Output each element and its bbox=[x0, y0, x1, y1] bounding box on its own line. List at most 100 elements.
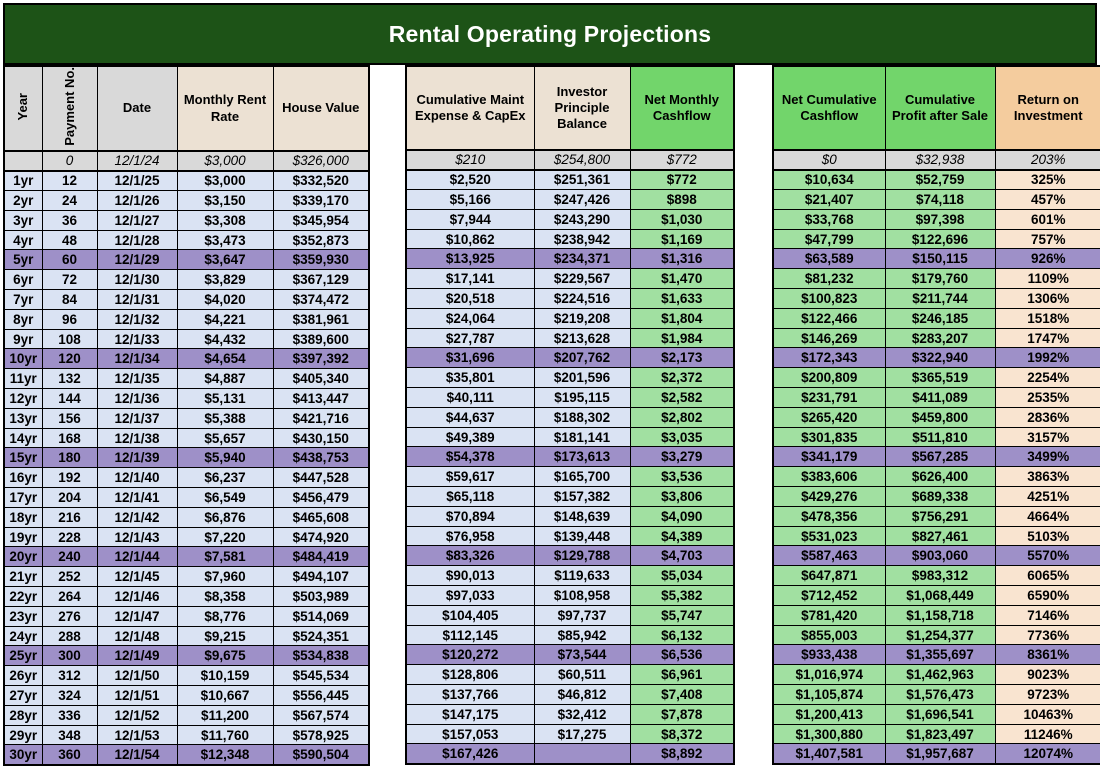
cell-rent[interactable]: $3,150 bbox=[176, 190, 274, 211]
cell-netcum[interactable]: $10,634 bbox=[772, 169, 886, 191]
cell-date[interactable]: 12/1/46 bbox=[96, 586, 178, 607]
cell-roi[interactable]: 8361% bbox=[994, 644, 1100, 666]
cell-roi[interactable]: 757% bbox=[994, 228, 1100, 250]
cell-roi[interactable]: 7146% bbox=[994, 604, 1100, 626]
cell-maint[interactable]: $128,806 bbox=[405, 664, 535, 686]
cell-maint[interactable]: $20,518 bbox=[405, 288, 535, 309]
cell-roi[interactable]: 7736% bbox=[994, 624, 1100, 646]
cell-payment[interactable]: 348 bbox=[41, 724, 98, 746]
cell-year[interactable]: 29yr bbox=[3, 724, 43, 746]
cell-maint[interactable]: $27,787 bbox=[405, 327, 535, 349]
cell-rent[interactable]: $7,581 bbox=[176, 546, 274, 568]
cell-roi[interactable]: 926% bbox=[994, 248, 1100, 270]
cell-profit[interactable]: $32,938 bbox=[884, 149, 996, 171]
cell-maint[interactable]: $210 bbox=[405, 149, 535, 171]
cell-netcum[interactable]: $265,420 bbox=[772, 406, 886, 428]
cell-rent[interactable]: $4,020 bbox=[176, 289, 274, 310]
cell-netcum[interactable]: $647,871 bbox=[772, 565, 886, 587]
cell-investor[interactable]: $165,700 bbox=[533, 466, 631, 488]
cell-house[interactable]: $352,873 bbox=[272, 229, 370, 251]
cell-cashflow[interactable]: $3,035 bbox=[629, 426, 735, 448]
cell-maint[interactable]: $83,326 bbox=[405, 545, 535, 567]
cell-profit[interactable]: $1,254,377 bbox=[884, 624, 996, 646]
cell-maint[interactable]: $76,958 bbox=[405, 525, 535, 547]
cell-profit[interactable]: $246,185 bbox=[884, 307, 996, 329]
cell-year[interactable]: 4yr bbox=[3, 229, 43, 251]
cell-investor[interactable]: $173,613 bbox=[533, 446, 631, 468]
cell-date[interactable]: 12/1/28 bbox=[96, 229, 178, 251]
cell-year[interactable]: 30yr bbox=[3, 744, 43, 766]
cell-cashflow[interactable]: $7,878 bbox=[629, 703, 735, 725]
cell-rent[interactable]: $11,200 bbox=[176, 704, 274, 726]
cell-rent[interactable]: $12,348 bbox=[176, 744, 274, 766]
cell-year[interactable]: 1yr bbox=[3, 170, 43, 192]
cell-investor[interactable]: $251,361 bbox=[533, 169, 631, 191]
cell-roi[interactable]: 12074% bbox=[994, 743, 1100, 765]
cell-date[interactable]: 12/1/42 bbox=[96, 506, 178, 528]
cell-year[interactable]: 17yr bbox=[3, 487, 43, 508]
cell-payment[interactable]: 0 bbox=[41, 150, 98, 172]
cell-roi[interactable]: 203% bbox=[994, 149, 1100, 171]
cell-year[interactable]: 16yr bbox=[3, 467, 43, 489]
cell-cashflow[interactable]: $1,984 bbox=[629, 327, 735, 349]
cell-date[interactable]: 12/1/27 bbox=[96, 209, 178, 231]
cell-roi[interactable]: 5570% bbox=[994, 545, 1100, 567]
cell-house[interactable]: $397,392 bbox=[272, 348, 370, 370]
cell-payment[interactable]: 336 bbox=[41, 704, 98, 726]
cell-netcum[interactable]: $429,276 bbox=[772, 486, 886, 507]
cell-netcum[interactable]: $531,023 bbox=[772, 525, 886, 547]
cell-payment[interactable]: 264 bbox=[41, 586, 98, 607]
cell-roi[interactable]: 3499% bbox=[994, 446, 1100, 468]
cell-date[interactable]: 12/1/43 bbox=[96, 526, 178, 548]
cell-payment[interactable]: 60 bbox=[41, 249, 98, 271]
cell-date[interactable]: 12/1/31 bbox=[96, 289, 178, 310]
cell-profit[interactable]: $1,957,687 bbox=[884, 743, 996, 765]
cell-netcum[interactable]: $231,791 bbox=[772, 387, 886, 408]
cell-house[interactable]: $359,930 bbox=[272, 249, 370, 271]
cell-cashflow[interactable]: $772 bbox=[629, 169, 735, 191]
cell-investor[interactable]: $188,302 bbox=[533, 406, 631, 428]
cell-cashflow[interactable]: $2,372 bbox=[629, 367, 735, 389]
cell-payment[interactable]: 204 bbox=[41, 487, 98, 508]
cell-year[interactable]: 11yr bbox=[3, 368, 43, 390]
cell-house[interactable]: $578,925 bbox=[272, 724, 370, 746]
cell-house[interactable]: $456,479 bbox=[272, 487, 370, 508]
cell-date[interactable]: 12/1/53 bbox=[96, 724, 178, 746]
cell-roi[interactable]: 10463% bbox=[994, 703, 1100, 725]
cell-rent[interactable]: $9,675 bbox=[176, 645, 274, 667]
cell-roi[interactable]: 3157% bbox=[994, 426, 1100, 448]
cell-investor[interactable]: $108,958 bbox=[533, 585, 631, 606]
cell-profit[interactable]: $1,576,473 bbox=[884, 684, 996, 705]
cell-year[interactable]: 7yr bbox=[3, 289, 43, 310]
cell-profit[interactable]: $689,338 bbox=[884, 486, 996, 507]
cell-maint[interactable]: $137,766 bbox=[405, 684, 535, 705]
cell-maint[interactable]: $104,405 bbox=[405, 604, 535, 626]
cell-investor[interactable] bbox=[533, 743, 631, 765]
cell-house[interactable]: $567,574 bbox=[272, 704, 370, 726]
cell-payment[interactable]: 276 bbox=[41, 605, 98, 627]
cell-netcum[interactable]: $63,589 bbox=[772, 248, 886, 270]
cell-date[interactable]: 12/1/44 bbox=[96, 546, 178, 568]
cell-year[interactable]: 10yr bbox=[3, 348, 43, 370]
cell-cashflow[interactable]: $2,173 bbox=[629, 347, 735, 369]
cell-house[interactable]: $503,989 bbox=[272, 586, 370, 607]
cell-date[interactable]: 12/1/35 bbox=[96, 368, 178, 390]
cell-payment[interactable]: 24 bbox=[41, 190, 98, 211]
cell-cashflow[interactable]: $1,169 bbox=[629, 228, 735, 250]
cell-profit[interactable]: $322,940 bbox=[884, 347, 996, 369]
cell-date[interactable]: 12/1/36 bbox=[96, 388, 178, 409]
cell-investor[interactable]: $85,942 bbox=[533, 624, 631, 646]
cell-netcum[interactable]: $383,606 bbox=[772, 466, 886, 488]
cell-year[interactable]: 14yr bbox=[3, 427, 43, 449]
cell-roi[interactable]: 5103% bbox=[994, 525, 1100, 547]
cell-maint[interactable]: $59,617 bbox=[405, 466, 535, 488]
cell-cashflow[interactable]: $1,804 bbox=[629, 307, 735, 329]
cell-investor[interactable]: $148,639 bbox=[533, 505, 631, 527]
cell-cashflow[interactable]: $8,892 bbox=[629, 743, 735, 765]
cell-house[interactable]: $447,528 bbox=[272, 467, 370, 489]
cell-maint[interactable]: $24,064 bbox=[405, 307, 535, 329]
cell-year[interactable]: 25yr bbox=[3, 645, 43, 667]
cell-cashflow[interactable]: $5,382 bbox=[629, 585, 735, 606]
cell-date[interactable]: 12/1/40 bbox=[96, 467, 178, 489]
cell-investor[interactable]: $213,628 bbox=[533, 327, 631, 349]
